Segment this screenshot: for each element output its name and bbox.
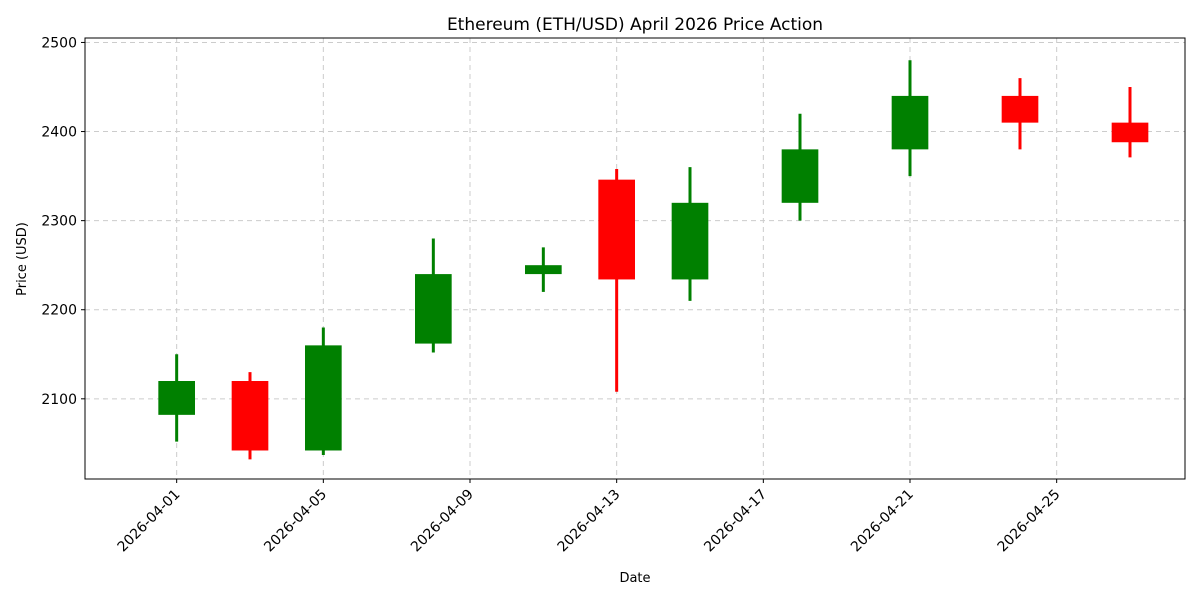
candle-body [231, 381, 269, 451]
y-axis: 2100 2200 2300 2400 2500 [41, 35, 85, 408]
candle-body [525, 265, 562, 275]
candle-up [158, 354, 195, 442]
candle-body [1111, 122, 1149, 143]
candle-up [671, 167, 709, 301]
candle-down [1111, 87, 1149, 158]
candle-up [781, 113, 819, 221]
y-tick-label: 2300 [41, 214, 77, 230]
chart-title: Ethereum (ETH/USD) April 2026 Price Acti… [447, 15, 823, 35]
y-tick-label: 2100 [41, 392, 77, 408]
plot-frame [84, 37, 1186, 480]
candle-body [781, 149, 819, 203]
y-tick-label: 2500 [41, 35, 77, 51]
candle-body [671, 202, 709, 280]
candle-body [1001, 95, 1039, 123]
candle-body [891, 95, 929, 150]
y-axis-label: Price (USD) [15, 222, 30, 296]
candle-body [598, 179, 635, 280]
candle-body [305, 345, 342, 451]
candle-up [525, 247, 562, 292]
candles [158, 60, 1149, 460]
x-axis-label: Date [619, 571, 650, 586]
candle-body [158, 381, 195, 415]
candle-down [1001, 78, 1039, 150]
y-tick-label: 2200 [41, 303, 77, 319]
y-tick-label: 2400 [41, 125, 77, 141]
candle-up [305, 327, 342, 455]
candle-down [598, 168, 635, 392]
candle-up [415, 238, 452, 353]
candle-body [415, 274, 452, 344]
candle-down [231, 372, 269, 460]
candle-up [891, 60, 929, 177]
